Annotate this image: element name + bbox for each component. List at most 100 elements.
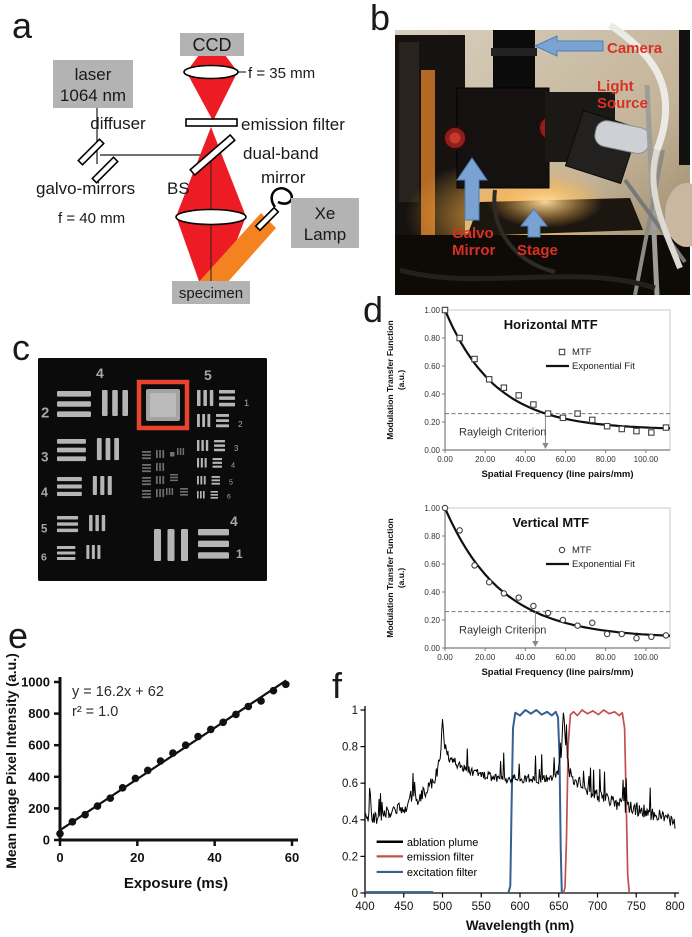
svg-text:0.40: 0.40 [424,390,440,399]
svg-text:0.4: 0.4 [342,815,359,827]
svg-text:500: 500 [433,901,452,913]
svg-text:40: 40 [207,850,221,865]
photo-white-cable-2 [650,149,683,270]
y-axis-title-line2: (a.u.) [396,370,406,390]
svg-text:60.00: 60.00 [556,455,577,464]
svg-text:40.00: 40.00 [515,455,536,464]
laser-box [53,60,133,108]
svg-text:Exponential Fit: Exponential Fit [572,559,635,570]
y-axis-title-line1: Modulation Transfer Function [385,518,395,637]
galvo-arrow-icon [456,157,488,221]
exposure-data-points [56,680,290,838]
camera-annotation: Camera [607,40,663,57]
panel-a-schematic: laser 1064 nm CCD Xe Lamp specimen f = 3… [36,33,359,304]
svg-text:400: 400 [28,769,50,784]
panel-f-letter: f [332,665,343,706]
svg-text:1: 1 [352,705,358,717]
mirror-label: mirror [261,168,306,187]
r-squared: r² = 1.0 [72,704,118,720]
axes-ticks: 0.00 0.20 0.40 0.60 0.80 1.00 0.00 20.00 40.00 60… [424,306,658,464]
horizontal-mtf-chart: 0.00 0.20 0.40 0.60 0.80 1.00 0.00 20.00 40.00 60… [385,306,671,480]
stage-annotation: Stage [517,242,558,259]
photo-red-knob-left-core [449,132,461,144]
target-left-number: 5 [41,523,48,535]
svg-text:700: 700 [588,901,607,913]
x-axis-title: Exposure (ms) [124,875,228,892]
target-bottom-number-1: 1 [236,547,243,561]
svg-text:20: 20 [130,850,144,865]
x-axis-title: Spatial Frequency (line pairs/mm) [481,667,633,678]
photo-rod-2 [633,149,665,296]
highlight-box [136,379,190,431]
target-right-number: 4 [231,461,235,470]
photo-dark-cable-2 [492,189,556,274]
svg-text:0.40: 0.40 [424,588,440,597]
light-source-annotation-line1: Light [597,78,634,95]
svg-text:200: 200 [28,801,50,816]
dual-band-mirror-element [189,133,236,177]
target-top-number-5: 5 [204,367,212,383]
stage-arrow-icon [519,208,549,238]
svg-text:650: 650 [549,901,568,913]
target-bottom-number-4: 4 [230,513,238,529]
photo-glow-core [487,176,603,228]
svg-text:0.80: 0.80 [424,532,440,541]
svg-text:20.00: 20.00 [475,455,496,464]
panel-c-resolution-target: 2 3 4 5 6 4 5 1 2 3 4 5 6 4 1 [38,358,267,581]
svg-text:800: 800 [28,706,50,721]
svg-text:0.20: 0.20 [424,418,440,427]
svg-text:60: 60 [285,850,299,865]
svg-text:0.00: 0.00 [424,446,440,455]
y-axis-title-line2: (a.u.) [396,568,406,588]
orange-beam [197,213,276,284]
chart-legend: MTF Exponential Fit [546,347,635,372]
galvo-annotation-line1: Galvo [452,225,494,242]
panel-e-letter: e [8,615,29,656]
svg-text:450: 450 [394,901,413,913]
svg-text:0.60: 0.60 [424,560,440,569]
xe-mirror [254,206,280,232]
svg-text:0.80: 0.80 [424,334,440,343]
target-micro-cluster [142,448,188,499]
mtf-data-points [441,306,670,436]
svg-text:MTF: MTF [572,347,592,358]
target-right-number: 6 [227,494,231,501]
xe-label-line2: Lamp [304,225,347,244]
svg-text:40.00: 40.00 [515,653,536,662]
specimen-label: specimen [179,285,243,302]
f40-label: f = 40 mm [58,210,125,227]
chart-title: Vertical MTF [512,515,589,530]
target-bars: 2 3 4 5 6 4 5 1 2 3 4 5 6 4 1 [41,365,249,563]
rayleigh-label: Rayleigh Criterion [459,625,546,637]
svg-text:0.20: 0.20 [424,616,440,625]
svg-text:60.00: 60.00 [556,653,577,662]
svg-text:Exponential Fit: Exponential Fit [572,361,635,372]
svg-text:0: 0 [56,850,63,865]
ccd-label: CCD [193,35,232,55]
svg-text:100.00: 100.00 [634,455,659,464]
exponential-fit-curve [443,507,671,637]
svg-text:0.00: 0.00 [437,653,453,662]
svg-text:400: 400 [355,901,374,913]
target-left-number: 2 [41,405,49,422]
photo-white-cable [608,22,670,152]
x-axis-title: Wavelength (nm) [466,918,574,933]
svg-text:0.60: 0.60 [424,362,440,371]
xe-lamp-box [291,198,359,248]
x-axis-title: Spatial Frequency (line pairs/mm) [481,469,633,480]
tube-lens [183,64,239,80]
dual-band-label: dual-band [243,144,319,163]
svg-text:600: 600 [510,901,529,913]
emission-filter-curve [562,709,631,894]
photo-camera-tube [493,30,535,94]
svg-text:750: 750 [627,901,646,913]
f35-label: f = 35 mm [248,65,315,82]
rayleigh-label: Rayleigh Criterion [459,427,546,439]
panel-b-photo: Camera Light Source Galvo Mirror Stage [395,22,692,296]
panel-a-letter: a [12,5,33,46]
exponential-fit-curve [443,309,671,430]
svg-text:MTF: MTF [572,545,592,556]
photo-tower-detail [399,42,419,202]
ablation-plume-curve [364,712,676,829]
svg-text:800: 800 [665,901,684,913]
